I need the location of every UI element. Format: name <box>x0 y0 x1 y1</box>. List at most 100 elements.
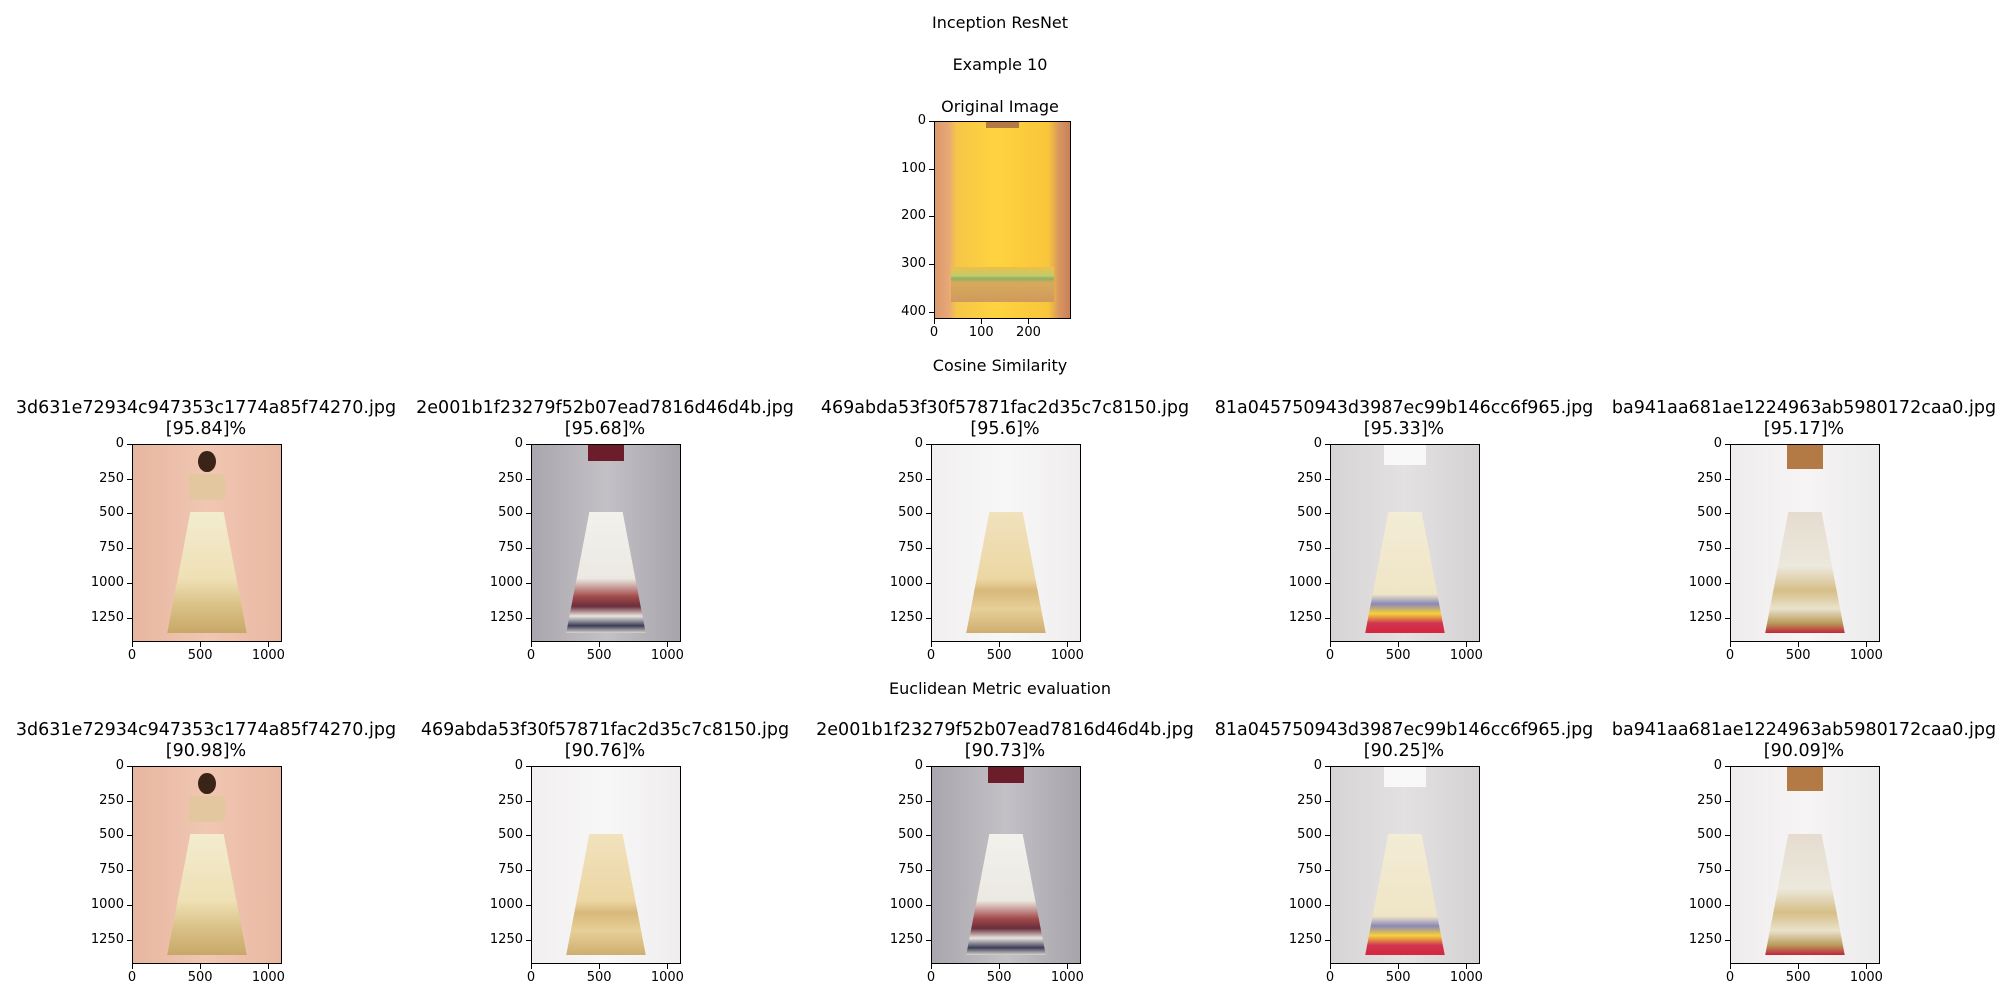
x-tick-label: 100 <box>968 325 994 340</box>
skirt-shape <box>167 511 247 634</box>
y-tick-label: 750 <box>498 540 523 556</box>
x-tick-mark <box>934 319 935 324</box>
x-tick-label: 0 <box>1325 648 1335 663</box>
result-image <box>931 444 1081 642</box>
result-filename: 81a045750943d3987ec99b146cc6f965.jpg <box>1214 398 1594 418</box>
y-tick-mark <box>1725 617 1730 619</box>
y-tick-label: 0 <box>1313 758 1322 773</box>
waistband <box>986 122 1019 128</box>
y-tick-label: 1250 <box>889 609 923 625</box>
y-tick-label: 500 <box>99 505 124 521</box>
result-caption: 469abda53f30f57871fac2d35c7c8150.jpg [90.… <box>405 720 805 762</box>
x-tick-label: 0 <box>926 648 936 663</box>
x-tick-label: 500 <box>1385 970 1411 985</box>
result-caption: 469abda53f30f57871fac2d35c7c8150.jpg [95.… <box>805 398 1205 440</box>
similarity-score: [90.98]% <box>165 741 247 761</box>
similarity-score: [95.6]% <box>970 419 1040 439</box>
x-tick-mark <box>1067 964 1069 969</box>
y-tick-label: 300 <box>901 256 926 272</box>
y-tick-mark <box>926 939 931 941</box>
result-image <box>531 766 681 964</box>
y-tick-label: 500 <box>1697 827 1722 843</box>
y-tick-label: 0 <box>115 758 124 773</box>
y-tick-mark <box>526 582 531 584</box>
skirt-shape <box>1365 833 1445 956</box>
x-tick-mark <box>1330 964 1331 969</box>
x-tick-label: 500 <box>586 970 612 985</box>
x-tick-mark <box>667 642 669 647</box>
y-tick-mark <box>526 478 531 480</box>
y-tick-mark <box>1325 548 1330 550</box>
y-tick-label: 750 <box>1297 540 1322 556</box>
y-tick-mark <box>926 766 931 767</box>
x-tick-label: 500 <box>1385 648 1411 663</box>
y-tick-mark <box>526 939 531 941</box>
result-filename: 3d631e72934c947353c1774a85f74270.jpg <box>15 398 397 418</box>
y-tick-label: 1000 <box>1288 574 1322 590</box>
y-tick-mark <box>1325 835 1330 837</box>
y-tick-mark <box>127 766 132 767</box>
skirt-shape <box>966 511 1046 634</box>
y-tick-label: 1000 <box>1288 896 1322 912</box>
y-tick-label: 250 <box>1697 470 1722 486</box>
y-tick-label: 250 <box>498 792 523 808</box>
y-tick-mark <box>1325 766 1330 767</box>
example-label: Example 10 <box>952 55 1048 74</box>
x-tick-label: 1000 <box>1050 648 1084 663</box>
y-tick-mark <box>1325 939 1330 941</box>
result-caption: 81a045750943d3987ec99b146cc6f965.jpg [95.… <box>1204 398 1604 440</box>
x-tick-label: 500 <box>187 970 213 985</box>
y-tick-label: 0 <box>914 758 923 773</box>
y-tick-mark <box>127 617 132 619</box>
x-tick-mark <box>1730 964 1731 969</box>
x-tick-label: 500 <box>1785 648 1811 663</box>
y-tick-label: 1250 <box>90 609 124 625</box>
y-tick-mark <box>127 800 132 802</box>
waist-top <box>1384 767 1426 787</box>
x-tick-mark <box>981 319 983 324</box>
y-tick-label: 500 <box>1697 505 1722 521</box>
y-tick-label: 750 <box>1297 862 1322 878</box>
x-tick-label: 1000 <box>251 970 285 985</box>
y-tick-mark <box>926 904 931 906</box>
x-tick-label: 500 <box>586 648 612 663</box>
y-tick-label: 250 <box>898 470 923 486</box>
y-tick-mark <box>127 835 132 837</box>
result-caption: 2e001b1f23279f52b07ead7816d46d4b.jpg [95.… <box>405 398 805 440</box>
result-caption: 81a045750943d3987ec99b146cc6f965.jpg [90.… <box>1204 720 1604 762</box>
result-image <box>931 766 1081 964</box>
y-tick-mark <box>929 264 934 266</box>
skirt-shape <box>1765 833 1845 956</box>
x-tick-mark <box>1798 642 1800 647</box>
y-tick-label: 0 <box>115 436 124 451</box>
figure-title: Inception ResNet <box>931 13 1069 32</box>
y-tick-mark <box>926 548 931 550</box>
x-tick-label: 500 <box>986 970 1012 985</box>
y-tick-mark <box>1325 582 1330 584</box>
cosine-similarity-heading: Cosine Similarity <box>932 356 1068 375</box>
result-image <box>1330 766 1480 964</box>
x-tick-label: 0 <box>929 325 939 340</box>
y-tick-mark <box>526 835 531 837</box>
y-tick-label: 500 <box>1297 827 1322 843</box>
x-tick-label: 0 <box>526 648 536 663</box>
y-tick-mark <box>526 617 531 619</box>
y-tick-label: 250 <box>898 792 923 808</box>
y-tick-label: 750 <box>1697 862 1722 878</box>
crop-top <box>189 796 225 822</box>
x-tick-label: 0 <box>1325 970 1335 985</box>
y-tick-label: 1250 <box>1288 931 1322 947</box>
y-tick-mark <box>526 766 531 767</box>
similarity-score: [95.84]% <box>165 419 247 439</box>
y-tick-mark <box>926 835 931 837</box>
x-tick-label: 0 <box>526 970 536 985</box>
y-tick-mark <box>1325 904 1330 906</box>
y-tick-label: 1000 <box>90 896 124 912</box>
x-tick-label: 1000 <box>1849 970 1883 985</box>
x-tick-mark <box>599 642 601 647</box>
y-tick-label: 1250 <box>489 609 523 625</box>
y-tick-label: 0 <box>514 436 523 451</box>
y-tick-label: 500 <box>898 827 923 843</box>
x-tick-mark <box>1466 642 1468 647</box>
x-tick-mark <box>132 964 133 969</box>
